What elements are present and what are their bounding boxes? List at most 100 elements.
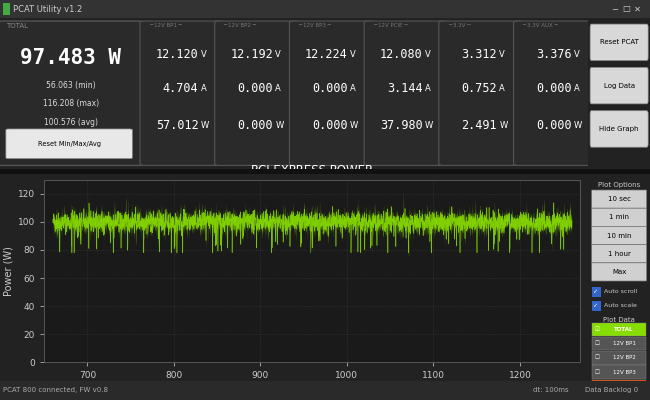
- Title: PCI EXPRESS POWER: PCI EXPRESS POWER: [252, 164, 373, 178]
- Text: W: W: [499, 121, 508, 130]
- Bar: [592, 337, 646, 350]
- Text: 3.312: 3.312: [462, 48, 497, 61]
- Text: 1 hour: 1 hour: [608, 251, 630, 257]
- Text: ✕: ✕: [634, 4, 641, 14]
- Text: 10 min: 10 min: [607, 232, 631, 238]
- Text: Auto scroll: Auto scroll: [604, 290, 637, 294]
- Bar: [592, 287, 601, 297]
- Text: 0.000: 0.000: [237, 82, 273, 95]
- Text: 10 sec: 10 sec: [608, 196, 630, 202]
- Text: 100.576 (avg): 100.576 (avg): [44, 118, 98, 127]
- Text: A: A: [499, 84, 505, 93]
- Text: 12V BP2: 12V BP2: [613, 356, 636, 360]
- Text: 12V BP1: 12V BP1: [613, 341, 636, 346]
- Text: ☑: ☑: [595, 327, 599, 332]
- Text: Hide Graph: Hide Graph: [599, 126, 639, 132]
- Text: 0.000: 0.000: [312, 82, 348, 95]
- FancyBboxPatch shape: [214, 21, 300, 166]
- Text: 0.752: 0.752: [462, 82, 497, 95]
- Bar: [592, 366, 646, 379]
- Text: ─ 12V BP3 ─: ─ 12V BP3 ─: [298, 23, 331, 28]
- Text: 1 min: 1 min: [609, 214, 629, 220]
- Text: ☐: ☐: [595, 341, 599, 346]
- Text: 4.704: 4.704: [162, 82, 198, 95]
- FancyBboxPatch shape: [592, 208, 647, 226]
- Text: ☐: ☐: [595, 356, 599, 360]
- Text: W: W: [201, 121, 209, 130]
- Text: 0.000: 0.000: [536, 119, 572, 132]
- Text: Reset PCAT: Reset PCAT: [600, 39, 638, 45]
- FancyBboxPatch shape: [592, 190, 647, 208]
- Text: V: V: [201, 50, 206, 59]
- Bar: [592, 351, 646, 364]
- FancyBboxPatch shape: [289, 21, 374, 166]
- Text: ─: ─: [612, 4, 617, 14]
- Text: A: A: [350, 84, 356, 93]
- Text: ✓: ✓: [592, 303, 597, 308]
- Text: A: A: [424, 84, 430, 93]
- Text: 57.012: 57.012: [155, 119, 198, 132]
- Text: Auto scale: Auto scale: [604, 303, 636, 308]
- FancyBboxPatch shape: [0, 21, 144, 166]
- Bar: [592, 301, 601, 311]
- Text: 97.483 W: 97.483 W: [20, 48, 121, 68]
- Text: W: W: [276, 121, 283, 130]
- FancyBboxPatch shape: [590, 24, 648, 60]
- Text: 3.3V: 3.3V: [618, 398, 630, 400]
- Text: Log Data: Log Data: [604, 83, 634, 89]
- Text: TOTAL: TOTAL: [614, 327, 634, 332]
- FancyBboxPatch shape: [590, 111, 648, 147]
- Text: V: V: [276, 50, 281, 59]
- Text: Plot Data: Plot Data: [603, 318, 635, 324]
- Text: 12.080: 12.080: [380, 48, 422, 61]
- Text: A: A: [201, 84, 206, 93]
- Text: 56.063 (min): 56.063 (min): [46, 81, 96, 90]
- Text: TOTAL: TOTAL: [6, 23, 28, 29]
- Bar: [592, 323, 646, 336]
- Text: 37.980: 37.980: [380, 119, 422, 132]
- Text: W: W: [574, 121, 582, 130]
- Y-axis label: Power (W): Power (W): [4, 246, 14, 296]
- X-axis label: Time (s): Time (s): [291, 384, 333, 394]
- Bar: [592, 394, 646, 400]
- FancyBboxPatch shape: [592, 226, 647, 245]
- FancyBboxPatch shape: [140, 21, 225, 166]
- Text: ☐: ☐: [595, 398, 599, 400]
- Text: ─ 12V BP2 ─: ─ 12V BP2 ─: [224, 23, 256, 28]
- Text: 12V PCIE: 12V PCIE: [612, 384, 636, 389]
- Text: PCAT Utility v1.2: PCAT Utility v1.2: [13, 4, 83, 14]
- Text: □: □: [622, 4, 630, 14]
- Bar: [3, 3, 10, 15]
- Text: Reset Min/Max/Avg: Reset Min/Max/Avg: [38, 141, 101, 147]
- Text: 3.376: 3.376: [536, 48, 572, 61]
- Text: Plot Options: Plot Options: [598, 182, 640, 188]
- Text: PCAT 800 connected, FW v0.8: PCAT 800 connected, FW v0.8: [3, 387, 109, 394]
- Text: 0.000: 0.000: [237, 119, 273, 132]
- Text: W: W: [350, 121, 358, 130]
- Bar: [592, 380, 646, 393]
- Text: 12.120: 12.120: [155, 48, 198, 61]
- FancyBboxPatch shape: [364, 21, 449, 166]
- Text: ☐: ☐: [595, 370, 599, 375]
- Text: 2.491: 2.491: [462, 119, 497, 132]
- Text: 3.144: 3.144: [387, 82, 422, 95]
- Text: 12V BP3: 12V BP3: [613, 370, 636, 375]
- Text: Max: Max: [612, 269, 627, 275]
- Text: W: W: [424, 121, 433, 130]
- Text: ✓: ✓: [592, 290, 597, 294]
- Text: ☐: ☐: [595, 384, 599, 389]
- FancyBboxPatch shape: [439, 21, 523, 166]
- Text: 0.000: 0.000: [312, 119, 348, 132]
- Text: ─ 12V BP1 ─: ─ 12V BP1 ─: [149, 23, 182, 28]
- FancyBboxPatch shape: [592, 245, 647, 263]
- Text: 0.000: 0.000: [536, 82, 572, 95]
- Text: Data Backlog 0: Data Backlog 0: [585, 387, 638, 394]
- Text: V: V: [350, 50, 356, 59]
- Text: dt: 100ms: dt: 100ms: [533, 387, 569, 394]
- Text: A: A: [574, 84, 580, 93]
- FancyBboxPatch shape: [592, 263, 647, 281]
- Text: 12.192: 12.192: [230, 48, 273, 61]
- FancyBboxPatch shape: [514, 21, 598, 166]
- Text: 12.224: 12.224: [305, 48, 348, 61]
- Text: ─ 3.3V AUX ─: ─ 3.3V AUX ─: [523, 23, 558, 28]
